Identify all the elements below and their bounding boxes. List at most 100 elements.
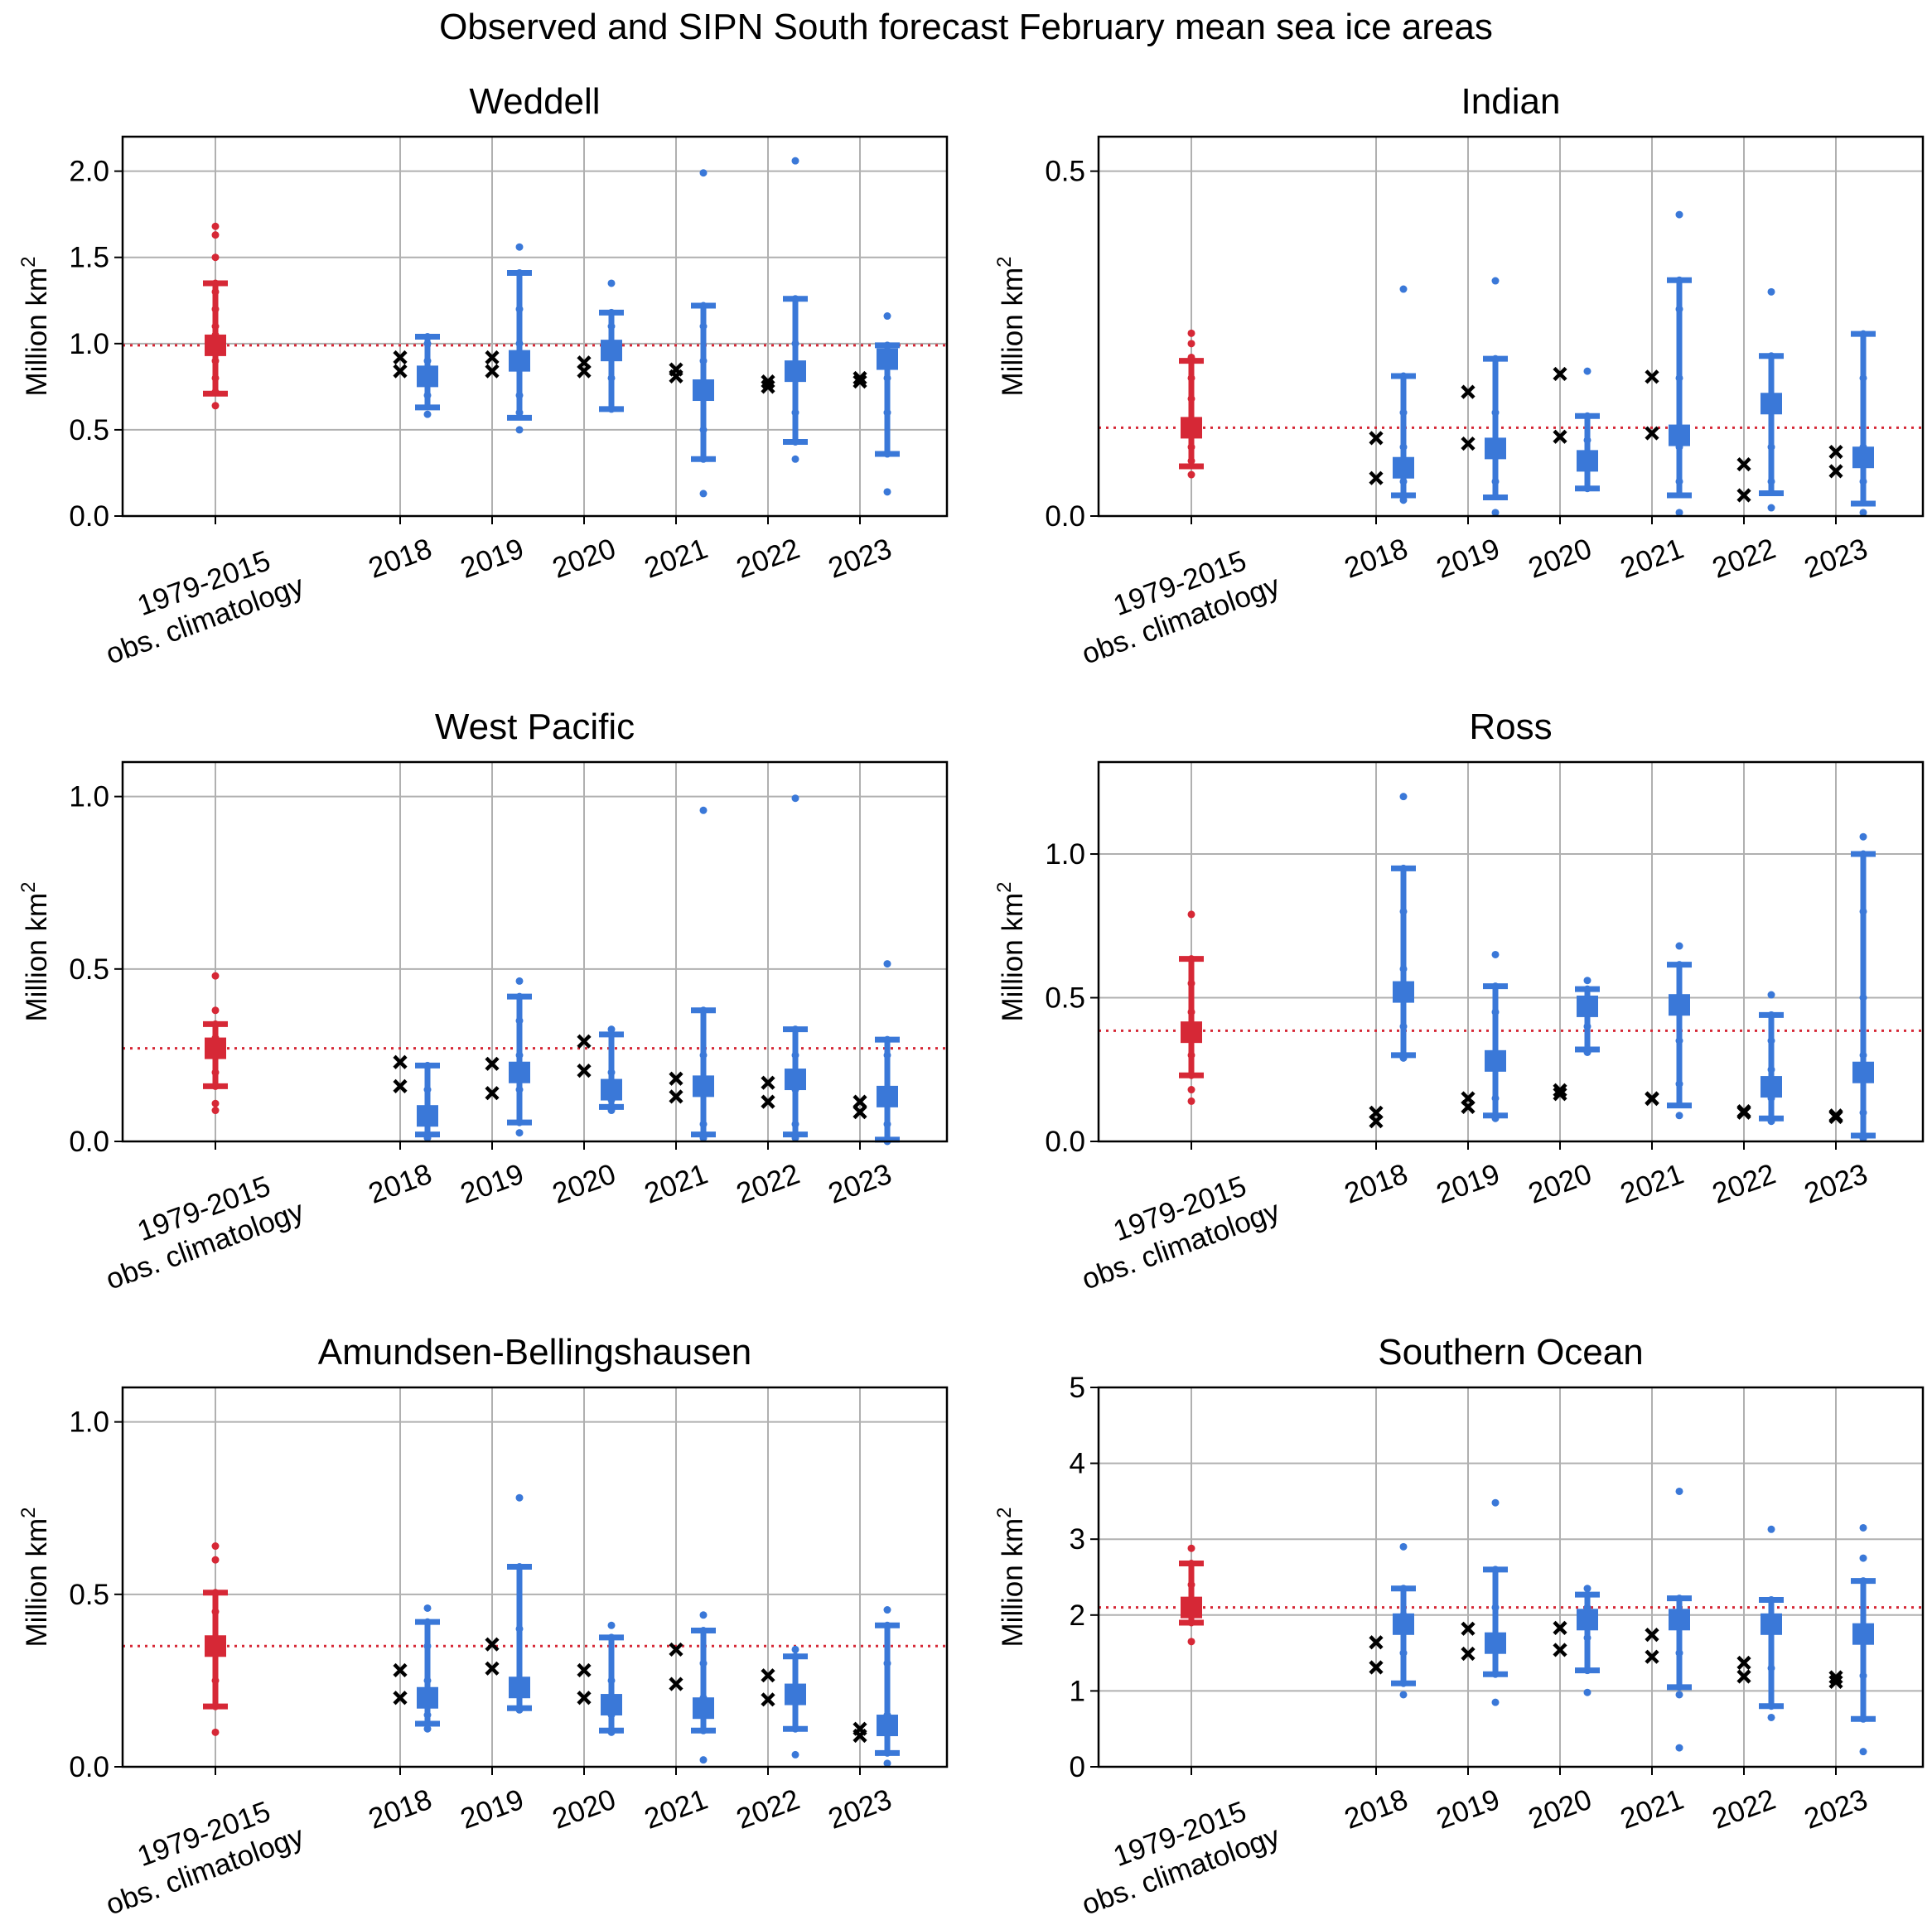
forecast-strip-2018-member-point <box>423 1061 432 1069</box>
forecast-strip-2020 <box>1575 1585 1600 1696</box>
observed-marker-stroke <box>761 1668 775 1683</box>
ytick-label: 0.5 <box>69 1579 109 1611</box>
forecast-strip-2019 <box>507 243 532 434</box>
xtick-label: 2018 <box>1340 1158 1413 1210</box>
observed-marker <box>1645 1091 1659 1106</box>
forecast-strip-2023 <box>875 960 900 1146</box>
observed-marker-stroke <box>1645 1091 1659 1106</box>
forecast-strip-2020 <box>599 279 624 413</box>
forecast-strip-2018-member-point <box>423 1677 432 1685</box>
forecast-strip-2018-member-point <box>423 340 432 348</box>
forecast-strip-2020-member-point <box>607 1030 616 1039</box>
forecast-strip-2021-member-point <box>699 1659 708 1667</box>
forecast-strip-2020-member-point <box>607 1025 616 1034</box>
climatology-strip-member-point <box>1187 1544 1195 1552</box>
y-axis-label-superscript: 2 <box>17 257 40 268</box>
forecast-strip-2019-member-point <box>1491 1604 1500 1612</box>
climatology-strip-member-point <box>211 1702 220 1710</box>
forecast-strip-2021-member-point <box>1675 374 1683 382</box>
forecast-strip-2020 <box>1575 977 1600 1056</box>
observed-marker-stroke <box>1645 426 1659 441</box>
observed-marker <box>1369 1105 1384 1120</box>
forecast-strip-2018-member-point <box>1399 285 1408 293</box>
climatology-strip-member-point <box>211 1020 220 1028</box>
forecast-strip-2023 <box>1851 330 1876 517</box>
ytick-label: 0.0 <box>69 1751 109 1783</box>
forecast-strip-2019 <box>507 977 532 1137</box>
forecast-strip-2023-member-point <box>1859 477 1867 485</box>
observed-marker <box>485 364 500 379</box>
observed-marker <box>1461 1646 1476 1662</box>
forecast-strip-2023-central-marker <box>877 348 898 370</box>
xtick-label: 2021 <box>1616 1158 1688 1210</box>
ytick-label: 0.0 <box>1045 1126 1085 1158</box>
figure-title: Observed and SIPN South forecast Februar… <box>439 7 1493 47</box>
axes-frame <box>1097 1386 1925 1768</box>
forecast-strip-2020-member-point <box>607 322 616 330</box>
observed-marker-stroke <box>1553 1087 1567 1102</box>
forecast-strip-2023-member-point <box>1859 1108 1867 1117</box>
observed-marker <box>852 1094 867 1109</box>
forecast-strip-2018-member-point <box>423 357 432 365</box>
observed-marker-stroke <box>669 1642 683 1657</box>
forecast-strip-2020-member-point <box>1583 1585 1591 1593</box>
forecast-strip-2018-member-point <box>1399 1542 1408 1551</box>
forecast-strip-2018-member-point <box>423 1618 432 1626</box>
forecast-strip-2021-member-point <box>699 1120 708 1128</box>
climatology-strip-member-point <box>1187 470 1195 479</box>
forecast-strip-2021-member-point <box>699 1611 708 1619</box>
observed-marker-stroke <box>1553 429 1567 444</box>
forecast-strip-2022-member-point <box>791 1051 799 1059</box>
y-axis-label-text: Million km <box>997 893 1029 1022</box>
panel-indian: Indian 0.0 0.5 2018 2019 2020 2021 2022 2023 1979… <box>993 81 1925 671</box>
observed-marker <box>761 1094 775 1109</box>
forecast-strip-2022 <box>1759 991 1784 1126</box>
xtick-label: 2022 <box>1708 1783 1780 1836</box>
axes-frame <box>1097 135 1925 518</box>
observed-marker <box>485 350 500 365</box>
observed-marker-stroke <box>852 1721 867 1736</box>
climatology-strip-member-point <box>211 972 220 980</box>
forecast-strip-2022-member-point <box>1767 1713 1775 1721</box>
observed-marker <box>485 1637 500 1652</box>
forecast-strip-2021-central-marker <box>693 1075 714 1098</box>
xtick-label: 2018 <box>1340 1783 1413 1836</box>
forecast-strip-2022 <box>783 794 808 1142</box>
forecast-strip-2022-central-marker <box>1761 1613 1782 1635</box>
forecast-strip-2023-member-point <box>1859 994 1867 1002</box>
forecast-strip-2020-member-point <box>1583 436 1591 444</box>
observed-marker <box>1645 426 1659 441</box>
forecast-strip-2022-member-point <box>1767 287 1775 296</box>
forecast-strip-2019-member-point <box>515 1118 524 1127</box>
forecast-strip-2018-member-point <box>423 1711 432 1720</box>
xtick-label: 2023 <box>824 1783 896 1836</box>
forecast-strip-2020-member-point <box>1583 1048 1591 1056</box>
forecast-strip-2023-member-point <box>883 408 891 417</box>
forecast-strip-2022-member-point <box>1767 1702 1775 1710</box>
forecast-strip-2021-member-point <box>699 490 708 498</box>
observed-marker <box>1461 384 1476 399</box>
forecast-strip-2022-member-point <box>791 1652 799 1661</box>
forecast-strip-2023-member-point <box>1859 509 1867 517</box>
forecast-strip-2018-member-point <box>1399 477 1408 485</box>
climatology-strip-member-point <box>211 1542 220 1551</box>
axes-frame <box>121 1386 949 1768</box>
y-axis-label: Million km2 <box>17 882 53 1022</box>
observed-marker-stroke <box>669 1089 683 1104</box>
forecast-strip-2020-member-point <box>607 308 616 316</box>
forecast-strip-2022-member-point <box>791 295 799 303</box>
forecast-strip-2023-member-point <box>1859 1523 1867 1532</box>
forecast-strip-2022-member-point <box>791 794 799 803</box>
observed-marker <box>852 370 867 386</box>
forecast-strip-2021-member-point <box>699 806 708 814</box>
forecast-strip-2020-central-marker <box>601 1078 622 1101</box>
forecast-strip-2022-member-point <box>791 1725 799 1733</box>
forecast-strip-2019-member-point <box>515 243 524 251</box>
forecast-strip-2021-member-point <box>1675 477 1683 485</box>
climatology-strip-member-point <box>1187 1580 1195 1589</box>
climatology-xlabel: 1979-2015obs. climatology <box>1065 1788 1284 1922</box>
observed-marker-stroke <box>1553 1083 1567 1098</box>
climatology-strip-member-point <box>1187 1008 1195 1016</box>
forecast-strip-2018-member-point <box>1399 496 1408 504</box>
forecast-strip-2018-member-point <box>1399 1585 1408 1593</box>
